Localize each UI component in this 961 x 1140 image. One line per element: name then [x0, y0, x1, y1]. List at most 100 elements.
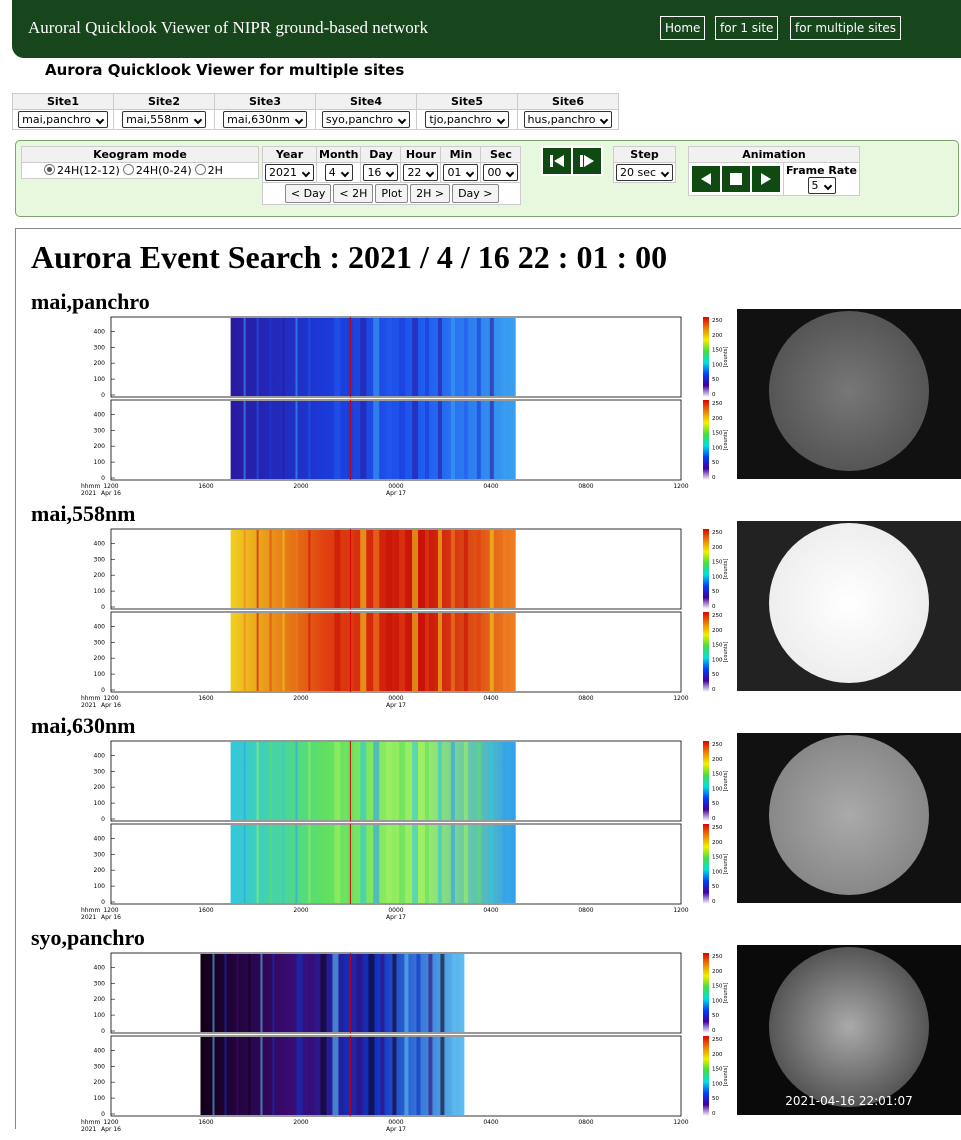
- keogram-stripe: [344, 954, 350, 1032]
- site-select[interactable]: syo,panchro: [322, 111, 410, 128]
- mode-radio[interactable]: [195, 164, 206, 175]
- keogram-stripe: [320, 954, 326, 1032]
- keogram-stripe: [321, 318, 323, 396]
- colorbar-tick-label: 50: [712, 589, 719, 595]
- keogram-stripe: [283, 530, 285, 608]
- y-tick-label: 0: [101, 475, 105, 482]
- keogram-stripe: [334, 613, 340, 691]
- site-cell: syo,panchro: [316, 110, 417, 130]
- colorbar-tick-label: 50: [712, 1096, 719, 1102]
- anim-back-button[interactable]: [692, 166, 720, 192]
- time-button[interactable]: < Day: [285, 184, 331, 203]
- keogram-stripe: [464, 613, 468, 691]
- keogram-stripe: [248, 954, 250, 1032]
- time-button[interactable]: Plot: [375, 184, 408, 203]
- keogram-stripe: [231, 401, 233, 479]
- time-button[interactable]: 2H >: [410, 184, 450, 203]
- site-select[interactable]: mai,630nm: [223, 111, 307, 128]
- colorbar: [703, 1036, 709, 1116]
- y-tick-label: 300: [94, 1063, 106, 1070]
- keogram-stripe: [360, 530, 366, 608]
- site-select[interactable]: tjo,panchro: [425, 111, 508, 128]
- time-button[interactable]: Day >: [452, 184, 498, 203]
- y-tick-label: 400: [94, 540, 106, 547]
- y-tick-label: 0: [101, 604, 105, 611]
- x-tick-label: 0000: [388, 695, 403, 702]
- y-tick-label: 0: [101, 899, 105, 906]
- site-panel-title: mai,630nm: [31, 713, 136, 739]
- step-back-button[interactable]: [543, 148, 571, 174]
- keogram-stripe: [438, 530, 442, 608]
- keogram-stripe: [425, 613, 429, 691]
- y-tick-label: 300: [94, 344, 106, 351]
- anim-play-button[interactable]: [752, 166, 780, 192]
- anim-back-icon: [692, 166, 720, 192]
- keogram-stripe: [270, 318, 272, 396]
- y-tick-label: 100: [94, 671, 106, 678]
- step-select[interactable]: 20 sec: [616, 164, 673, 181]
- anim-stop-button[interactable]: [722, 166, 750, 192]
- site-select[interactable]: hus,panchro: [524, 111, 613, 128]
- x-date-label: Apr 17: [386, 702, 406, 709]
- colorbar-tick-label: 250: [712, 954, 723, 960]
- mode-radio[interactable]: [123, 164, 134, 175]
- keogram-stripe: [257, 825, 259, 903]
- x-year-label: 2021: [81, 1126, 96, 1133]
- keogram-stripe: [392, 954, 396, 1032]
- keogram-stripe: [452, 954, 456, 1032]
- keogram-stripe: [360, 825, 366, 903]
- keogram-stripe: [404, 954, 408, 1032]
- frame-rate-label: Frame Rate: [786, 164, 857, 177]
- nav-one-site[interactable]: for 1 site: [715, 16, 778, 40]
- anim-stop-icon: [722, 166, 750, 192]
- nav-home[interactable]: Home: [660, 16, 705, 40]
- time-select[interactable]: 4: [325, 164, 353, 181]
- y-tick-label: 300: [94, 556, 106, 563]
- time-button[interactable]: < 2H: [333, 184, 373, 203]
- nav-multiple-sites[interactable]: for multiple sites: [790, 16, 901, 40]
- keogram-stripe: [438, 613, 442, 691]
- keogram-stripe: [373, 825, 379, 903]
- time-cell: 00: [481, 163, 521, 183]
- x-unit-label: hhmm: [81, 907, 100, 914]
- site-cell: mai,panchro: [13, 110, 114, 130]
- keogram-stripe: [412, 318, 418, 396]
- step-forward-button[interactable]: [573, 148, 601, 174]
- keogram-stripe: [321, 401, 323, 479]
- colorbar-tick-label: 150: [712, 855, 723, 861]
- keogram-stripe: [224, 954, 226, 1032]
- x-tick-label: 1200: [673, 907, 688, 914]
- site-select[interactable]: mai,558nm: [122, 111, 206, 128]
- keogram-stripe: [270, 825, 272, 903]
- mode-radio[interactable]: [44, 164, 55, 175]
- keogram-stripe: [416, 954, 420, 1032]
- all-sky-image: [737, 309, 961, 479]
- x-date-label: Apr 16: [101, 702, 121, 709]
- time-cell: 16: [361, 163, 401, 183]
- frame-rate-select[interactable]: 5: [808, 177, 836, 194]
- colorbar-label: [counts]: [723, 854, 729, 875]
- keogram-stripe: [464, 318, 468, 396]
- x-tick-label: 1600: [198, 1119, 213, 1126]
- x-date-label: Apr 17: [386, 1126, 406, 1133]
- keogram-stripe: [428, 1037, 432, 1115]
- time-select[interactable]: 22: [403, 164, 438, 181]
- time-select[interactable]: 2021: [265, 164, 314, 181]
- time-select[interactable]: 01: [443, 164, 478, 181]
- y-tick-label: 300: [94, 639, 106, 646]
- time-select[interactable]: 16: [363, 164, 398, 181]
- site-select[interactable]: mai,panchro: [18, 111, 108, 128]
- y-tick-label: 400: [94, 328, 106, 335]
- sky-disc: [769, 523, 929, 683]
- keogram-stripe: [373, 742, 379, 820]
- site-cell: hus,panchro: [518, 110, 619, 130]
- y-tick-label: 400: [94, 835, 106, 842]
- keogram-stripe: [425, 318, 429, 396]
- time-select[interactable]: 00: [483, 164, 518, 181]
- colorbar-tick-label: 200: [712, 757, 723, 763]
- keogram-stripe: [231, 613, 233, 691]
- sky-disc: [769, 311, 929, 471]
- x-tick-label: 0400: [483, 483, 498, 490]
- colorbar-label: [counts]: [723, 1066, 729, 1087]
- keogram-stripe: [321, 825, 323, 903]
